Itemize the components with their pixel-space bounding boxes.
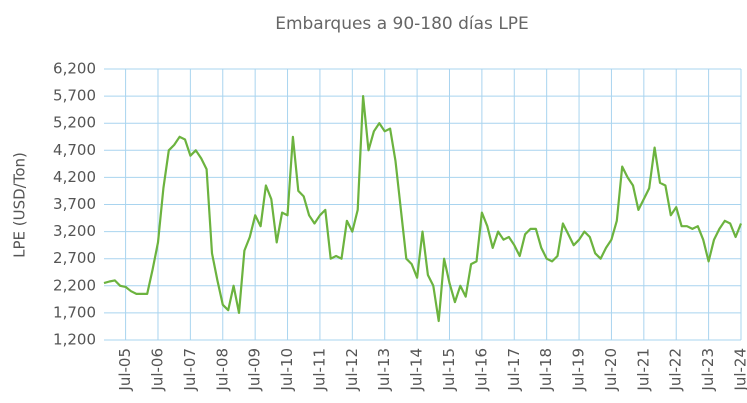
x-tick-label: Jul-09 (246, 348, 264, 392)
data-line (103, 95, 743, 323)
y-tick-label: 5,700 (53, 87, 96, 105)
x-tick-label: Jul-05 (116, 348, 134, 392)
y-tick-label: 1,700 (53, 303, 96, 321)
x-tick-label: Jul-11 (310, 348, 328, 392)
x-tick-label: Jul-08 (213, 348, 231, 392)
x-tick-label: Jul-15 (440, 348, 458, 392)
x-tick-label: Jul-21 (634, 348, 652, 392)
x-tick-label: Jul-24 (732, 348, 747, 392)
x-tick-label: Jul-23 (699, 348, 717, 392)
x-tick-label: Jul-20 (602, 348, 620, 392)
y-tick-label: 5,200 (53, 114, 96, 132)
x-tick-label: Jul-07 (181, 348, 199, 392)
x-tick-label: Jul-19 (570, 348, 588, 392)
y-tick-label: 4,700 (53, 141, 96, 159)
x-tick-label: Jul-16 (472, 348, 490, 392)
x-tick-label: Jul-14 (408, 348, 426, 392)
x-tick-label: Jul-18 (537, 348, 555, 392)
x-tick-label: Jul-06 (148, 348, 166, 392)
y-tick-label: 2,200 (53, 276, 96, 294)
chart-title: Embarques a 90-180 días LPE (275, 14, 529, 34)
y-tick-label: 6,200 (53, 60, 96, 78)
y-tick-label: 2,700 (53, 249, 96, 267)
y-tick-label: 4,200 (53, 168, 96, 186)
x-tick-label: Jul-10 (278, 348, 296, 392)
y-tick-label: 1,200 (53, 331, 96, 349)
x-tick-label: Jul-22 (667, 348, 685, 392)
y-axis-label: LPE (USD/Ton) (11, 152, 29, 258)
y-tick-label: 3,700 (53, 195, 96, 213)
x-tick-label: Jul-12 (343, 348, 361, 392)
y-tick-label: 3,200 (53, 222, 96, 240)
x-tick-label: Jul-17 (505, 348, 523, 392)
x-tick-label: Jul-13 (375, 348, 393, 392)
